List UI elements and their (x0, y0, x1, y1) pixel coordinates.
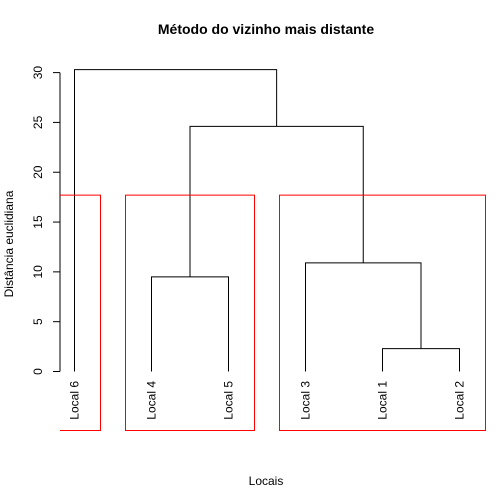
leaf-label: Local 2 (453, 381, 467, 420)
y-tick-label: 30 (31, 66, 45, 80)
y-tick-label: 25 (31, 115, 45, 129)
leaf-labels: Local 6 Local 4 Local 5 Local 3 Local 1 Local… (68, 381, 467, 420)
cluster-box (125, 194, 255, 431)
leaf-label: Local 4 (145, 381, 159, 420)
leaf-label: Local 3 (299, 381, 313, 420)
dendrogram-branch (74, 69, 278, 372)
dendrogram-branch (189, 125, 364, 277)
x-axis-label: Locais (249, 474, 284, 488)
chart-title: Método do vizinho mais distante (158, 21, 374, 37)
y-tick-label: 5 (31, 318, 45, 325)
cluster-box (279, 194, 486, 431)
dendrogram-branch (305, 262, 422, 372)
cluster-boxes (60, 194, 486, 431)
dendrogram-tree (74, 69, 460, 372)
dendrogram-branch (151, 276, 229, 372)
leaf-label: Local 1 (376, 381, 390, 420)
y-axis-label: Distância euclidiana (2, 190, 16, 297)
y-tick-label: 10 (31, 265, 45, 279)
y-tick-label: 0 (31, 368, 45, 375)
cluster-box (60, 194, 101, 431)
leaf-label: Local 5 (222, 381, 236, 420)
y-axis: 0 5 10 15 20 25 30 (31, 66, 61, 375)
dendrogram-branch (382, 348, 460, 372)
leaf-label: Local 6 (68, 381, 82, 420)
y-tick-label: 15 (31, 215, 45, 229)
y-tick-label: 20 (31, 165, 45, 179)
